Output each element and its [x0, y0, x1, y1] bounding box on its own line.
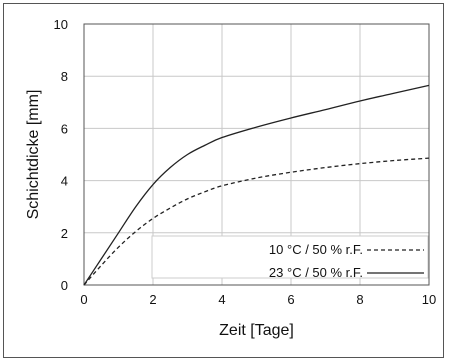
- y-tick-label: 0: [61, 278, 68, 293]
- x-axis-title: Zeit [Tage]: [219, 322, 294, 339]
- y-axis-title: Schichtdicke [mm]: [25, 90, 42, 220]
- y-tick-label: 4: [61, 174, 68, 189]
- x-tick-label: 6: [287, 292, 294, 307]
- legend-label-10c: 10 °C / 50 % r.F.: [269, 242, 363, 257]
- x-tick-label: 0: [80, 292, 87, 307]
- legend-box: [151, 235, 429, 279]
- y-tick-label: 10: [54, 17, 68, 32]
- y-tick-labels: 0 2 4 6 8 10: [54, 17, 68, 293]
- series-line-1: [83, 84, 430, 286]
- legend-label-23c: 23 °C / 50 % r.F.: [269, 265, 363, 280]
- x-tick-label: 10: [422, 292, 436, 307]
- y-tick-label: 8: [61, 69, 68, 84]
- series-line-0: [83, 157, 430, 286]
- y-tick-label: 6: [61, 121, 68, 136]
- legend: 10 °C / 50 % r.F. 23 °C / 50 % r.F.: [151, 235, 429, 280]
- x-tick-label: 2: [149, 292, 156, 307]
- x-tick-labels: 0 2 4 6 8 10: [80, 292, 436, 307]
- x-tick-label: 8: [356, 292, 363, 307]
- x-tick-label: 4: [218, 292, 225, 307]
- y-tick-label: 2: [61, 226, 68, 241]
- plot-area: [83, 23, 430, 286]
- series-lines: [83, 84, 430, 286]
